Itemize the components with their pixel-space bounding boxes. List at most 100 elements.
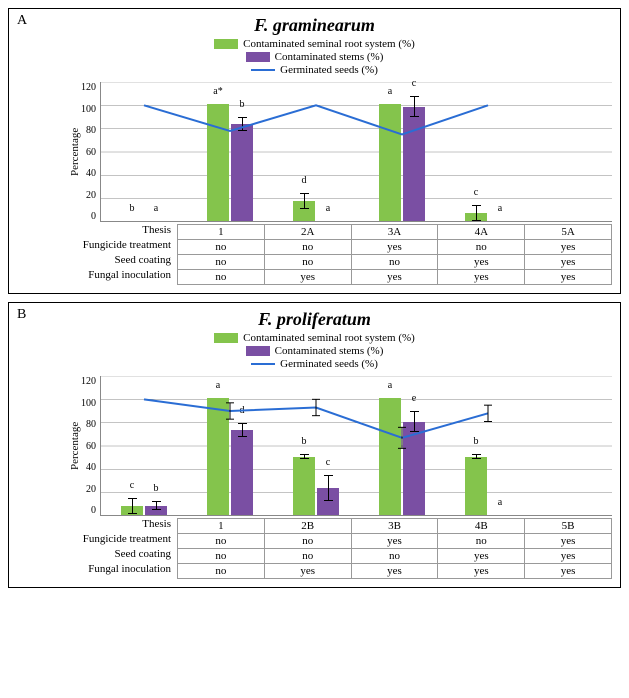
panel-letter: A (17, 13, 27, 29)
table-cell: yes (264, 270, 351, 284)
table-cell: 2B (264, 519, 351, 533)
row-label: Seed coating (67, 254, 177, 269)
y-axis-label: Percentage (67, 82, 81, 222)
legend-label: Contaminated seminal root system (%) (243, 332, 415, 344)
legend-label: Germinated seeds (%) (280, 64, 378, 76)
plot-area: baa*bdaacca (100, 82, 612, 222)
y-axis: 120 100 80 60 40 20 0 (81, 82, 100, 222)
panel-letter: B (17, 307, 26, 323)
y-tick: 0 (91, 211, 96, 222)
row-label: Fungal inoculation (67, 563, 177, 579)
table-cell: 4B (437, 519, 524, 533)
y-tick: 60 (86, 441, 96, 452)
table-cell: yes (264, 564, 351, 578)
table-cell: no (264, 534, 351, 548)
conditions-table: Thesis12A3A4A5AFungicide treatmentnonoye… (67, 224, 612, 285)
y-tick: 100 (81, 104, 96, 115)
table-cell: yes (524, 240, 612, 254)
y-tick: 80 (86, 125, 96, 136)
legend-label: Contaminated stems (%) (275, 345, 384, 357)
legend: Contaminated seminal root system (%)Cont… (17, 38, 612, 76)
table-cell: 4A (437, 225, 524, 239)
table-cell: no (177, 564, 264, 578)
y-tick: 60 (86, 147, 96, 158)
table-cell: yes (351, 564, 438, 578)
table-row: Thesis12B3B4B5B (67, 518, 612, 533)
y-tick: 100 (81, 398, 96, 409)
legend: Contaminated seminal root system (%)Cont… (17, 332, 612, 370)
row-label: Seed coating (67, 548, 177, 563)
y-tick: 120 (81, 82, 96, 93)
legend-item-stem: Contaminated stems (%) (246, 345, 384, 357)
row-label: Thesis (67, 518, 177, 533)
table-cell: no (264, 240, 351, 254)
table-cell: 1 (177, 225, 264, 239)
panel-A: AF. graminearumContaminated seminal root… (8, 8, 621, 294)
legend-label: Contaminated seminal root system (%) (243, 38, 415, 50)
table-cell: 5B (524, 519, 612, 533)
y-tick: 20 (86, 484, 96, 495)
table-cell: no (177, 534, 264, 548)
table-cell: no (264, 255, 351, 269)
table-cell: no (177, 549, 264, 563)
y-tick: 40 (86, 168, 96, 179)
table-cell: no (351, 255, 438, 269)
table-cell: yes (437, 564, 524, 578)
y-tick: 80 (86, 419, 96, 430)
table-cell: yes (351, 534, 438, 548)
table-cell: yes (524, 564, 612, 578)
row-label: Fungal inoculation (67, 269, 177, 285)
row-label: Fungicide treatment (67, 239, 177, 254)
legend-label: Contaminated stems (%) (275, 51, 384, 63)
table-cell: yes (524, 270, 612, 284)
legend-item-line: Germinated seeds (%) (251, 358, 378, 370)
table-row: Fungal inoculationnoyesyesyesyes (67, 563, 612, 579)
legend-label: Germinated seeds (%) (280, 358, 378, 370)
legend-item-stem: Contaminated stems (%) (246, 51, 384, 63)
table-row: Fungicide treatmentnonoyesnoyes (67, 533, 612, 548)
y-tick: 20 (86, 190, 96, 201)
y-axis-label: Percentage (67, 376, 81, 516)
y-tick: 40 (86, 462, 96, 473)
y-tick: 120 (81, 376, 96, 387)
legend-item-line: Germinated seeds (%) (251, 64, 378, 76)
table-cell: yes (351, 240, 438, 254)
table-cell: yes (437, 549, 524, 563)
table-cell: yes (524, 255, 612, 269)
table-row: Fungicide treatmentnonoyesnoyes (67, 239, 612, 254)
table-cell: 5A (524, 225, 612, 239)
line-series (101, 376, 531, 516)
table-cell: yes (524, 534, 612, 548)
table-cell: yes (437, 270, 524, 284)
table-cell: no (177, 255, 264, 269)
chart-title: F. proliferatum (17, 309, 612, 330)
table-cell: 3B (351, 519, 438, 533)
table-cell: no (437, 240, 524, 254)
legend-item-root: Contaminated seminal root system (%) (214, 332, 415, 344)
y-tick: 0 (91, 505, 96, 516)
table-row: Seed coatingnononoyesyes (67, 254, 612, 269)
table-row: Fungal inoculationnoyesyesyesyes (67, 269, 612, 285)
row-label: Fungicide treatment (67, 533, 177, 548)
table-cell: yes (351, 270, 438, 284)
table-cell: 1 (177, 519, 264, 533)
row-label: Thesis (67, 224, 177, 239)
table-cell: no (264, 549, 351, 563)
table-cell: no (351, 549, 438, 563)
table-row: Seed coatingnononoyesyes (67, 548, 612, 563)
table-cell: 2A (264, 225, 351, 239)
table-cell: 3A (351, 225, 438, 239)
table-cell: no (177, 270, 264, 284)
table-cell: no (177, 240, 264, 254)
y-axis: 120 100 80 60 40 20 0 (81, 376, 100, 516)
table-cell: no (437, 534, 524, 548)
table-row: Thesis12A3A4A5A (67, 224, 612, 239)
panel-B: BF. proliferatumContaminated seminal roo… (8, 302, 621, 588)
table-cell: yes (437, 255, 524, 269)
conditions-table: Thesis12B3B4B5BFungicide treatmentnonoye… (67, 518, 612, 579)
chart-title: F. graminearum (17, 15, 612, 36)
line-series (101, 82, 531, 222)
legend-item-root: Contaminated seminal root system (%) (214, 38, 415, 50)
plot-area: cbadbcaeba (100, 376, 612, 516)
table-cell: yes (524, 549, 612, 563)
